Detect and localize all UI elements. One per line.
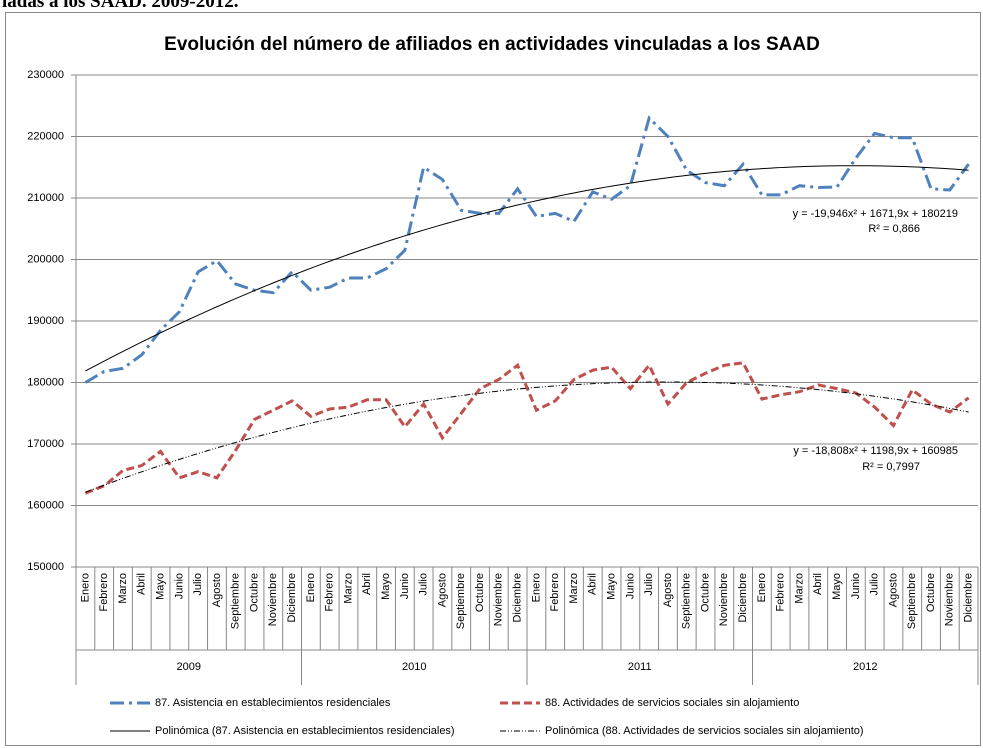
x-tick-label: Abril [136, 573, 148, 595]
group-label: 2012 [853, 661, 877, 673]
y-tick-label: 220000 [27, 130, 64, 142]
series-line [84, 115, 970, 384]
x-tick-label: Agosto [211, 573, 223, 607]
y-tick-label: 230000 [27, 69, 64, 81]
x-tick-label: Marzo [568, 573, 580, 604]
group-label: 2009 [177, 661, 201, 673]
x-tick-label: Octubre [248, 573, 260, 612]
group-label: 2011 [628, 661, 652, 673]
chart-border [5, 12, 981, 746]
y-tick-label: 150000 [27, 561, 64, 573]
x-tick-label: Marzo [342, 573, 354, 604]
x-tick-label: Agosto [662, 573, 674, 607]
caption: ladas a los SAAD. 2009-2012. [2, 0, 239, 12]
x-tick-label: Diciembre [737, 573, 749, 623]
x-tick-label: Julio [869, 573, 881, 596]
x-tick-label: Marzo [117, 573, 129, 604]
x-tick-label: Junio [850, 573, 862, 599]
x-tick-label: Septiembre [455, 573, 467, 629]
x-tick-label: Julio [192, 573, 204, 596]
trendline-r2: R² = 0,7997 [862, 461, 920, 473]
x-tick-label: Septiembre [681, 573, 693, 629]
y-tick-label: 170000 [27, 438, 64, 450]
x-tick-label: Agosto [436, 573, 448, 607]
x-tick-label: Enero [756, 573, 768, 602]
chart-title: Evolución del número de afiliados en act… [164, 34, 820, 55]
x-tick-label: Noviembre [718, 573, 730, 626]
x-tick-label: Octubre [699, 573, 711, 612]
legend-label: Polinómica (88. Actividades de servicios… [545, 725, 864, 737]
y-tick-label: 180000 [27, 376, 64, 388]
x-tick-label: Diciembre [286, 573, 298, 623]
x-tick-label: Noviembre [267, 573, 279, 626]
x-tick-label: Marzo [793, 573, 805, 604]
x-tick-label: Enero [530, 573, 542, 602]
x-tick-label: Diciembre [512, 573, 524, 623]
series-line [84, 361, 970, 495]
x-tick-label: Junio [624, 573, 636, 599]
legend-label: Polinómica (87. Asistencia en establecim… [155, 725, 455, 737]
trendline-r2: R² = 0,866 [868, 223, 920, 235]
group-label: 2010 [402, 661, 426, 673]
x-tick-label: Mayo [154, 573, 166, 600]
x-tick-label: Mayo [605, 573, 617, 600]
trendline [85, 381, 969, 493]
y-tick-label: 200000 [27, 253, 64, 265]
x-tick-label: Febrero [549, 573, 561, 612]
x-tick-label: Septiembre [906, 573, 918, 629]
x-tick-label: Enero [305, 573, 317, 602]
trendline-equation: y = -19,946x² + 1671,9x + 180219 [793, 208, 958, 220]
x-tick-label: Agosto [887, 573, 899, 607]
x-tick-label: Abril [812, 573, 824, 595]
x-tick-label: Junio [173, 573, 185, 599]
x-tick-label: Noviembre [493, 573, 505, 626]
x-tick-label: Junio [399, 573, 411, 599]
x-tick-label: Julio [418, 573, 430, 596]
x-tick-label: Mayo [831, 573, 843, 600]
x-tick-label: Octubre [925, 573, 937, 612]
x-tick-label: Diciembre [963, 573, 975, 623]
x-tick-label: Febrero [324, 573, 336, 612]
x-tick-label: Octubre [474, 573, 486, 612]
x-tick-label: Febrero [98, 573, 110, 612]
x-tick-label: Julio [643, 573, 655, 596]
x-tick-label: Septiembre [230, 573, 242, 629]
y-tick-label: 160000 [27, 499, 64, 511]
trendline-equation: y = -18,808x² + 1198,9x + 160985 [793, 445, 958, 457]
x-tick-label: Abril [587, 573, 599, 595]
trendline [85, 165, 969, 372]
x-tick-label: Mayo [380, 573, 392, 600]
y-tick-label: 190000 [27, 315, 64, 327]
x-tick-label: Noviembre [944, 573, 956, 626]
x-tick-label: Febrero [775, 573, 787, 612]
y-tick-label: 210000 [27, 192, 64, 204]
x-tick-label: Abril [361, 573, 373, 595]
legend-label: 88. Actividades de servicios sociales si… [545, 697, 799, 709]
legend-label: 87. Asistencia en establecimientos resid… [155, 697, 391, 709]
x-tick-label: Enero [79, 573, 91, 602]
